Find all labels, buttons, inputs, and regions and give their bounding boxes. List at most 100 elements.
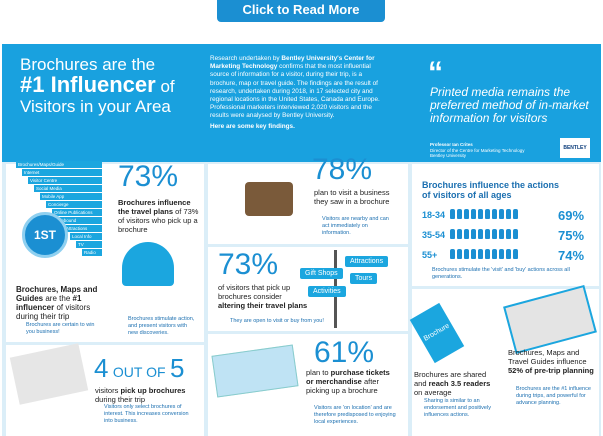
note: Brochures are certain to win you busines… bbox=[26, 322, 95, 335]
person-icon bbox=[450, 229, 455, 239]
age-label: 55+ bbox=[422, 250, 438, 260]
note: They are open to visit or buy from you! bbox=[230, 318, 324, 324]
person-icon bbox=[485, 229, 490, 239]
stat-text: Brochures influence the travel plans of … bbox=[118, 198, 200, 234]
title-line: Brochures are the bbox=[20, 55, 156, 74]
research-text: Research undertaken by Bentley Universit… bbox=[210, 55, 382, 131]
text: Brochures influence the travel plans bbox=[118, 198, 191, 216]
rank-bar: Local Info bbox=[70, 233, 102, 240]
person-icon bbox=[485, 249, 490, 259]
person-icon bbox=[471, 229, 476, 239]
sign: Activities bbox=[308, 286, 346, 297]
person-icon bbox=[478, 249, 483, 259]
person-icon bbox=[450, 209, 455, 219]
quote: Printed media remains the preferred meth… bbox=[430, 85, 589, 125]
people bbox=[450, 246, 558, 264]
badge: 1ST bbox=[22, 212, 68, 258]
stat-text: Brochures are shared and reach 3.5 reade… bbox=[414, 370, 498, 397]
rank-bar: Radio bbox=[82, 249, 102, 256]
person-icon bbox=[492, 249, 497, 259]
ranking-list: Brochures/Maps/Guide Internet Visitor Cent… bbox=[16, 160, 106, 256]
rank-bar: Online Publications bbox=[52, 209, 102, 216]
person-icon bbox=[464, 209, 469, 219]
wallet-icon bbox=[245, 182, 293, 216]
person-icon bbox=[499, 249, 504, 259]
text: plan to bbox=[306, 368, 329, 377]
stat: 61% bbox=[314, 336, 375, 369]
title-bold: #1 Influencer bbox=[20, 72, 156, 97]
text: pick up brochures bbox=[120, 386, 186, 395]
ranking-text: Brochures, Maps and Guides are the #1 in… bbox=[16, 285, 106, 321]
rank-bar: Internet bbox=[22, 169, 102, 176]
note: Brochures are the #1 influence during tr… bbox=[516, 386, 591, 406]
person-icon bbox=[471, 209, 476, 219]
rank-bar: Brochures/Maps/Guide bbox=[16, 161, 102, 168]
person-icon bbox=[471, 249, 476, 259]
age-label: 35-54 bbox=[422, 230, 446, 240]
stat-num: 4 bbox=[94, 353, 109, 383]
ages-title: Brochures influence the actions of visit… bbox=[422, 180, 560, 200]
text: after picking up a brochure bbox=[306, 377, 379, 395]
author-role: Director of the Centre for Marketing Tec… bbox=[430, 147, 525, 159]
text: reach 3.5 readers bbox=[428, 379, 491, 388]
rank-bar: Social Media bbox=[34, 185, 102, 192]
rank-bar: Concierge bbox=[46, 201, 102, 208]
person-icon bbox=[513, 209, 518, 219]
text: of visitors during their trip bbox=[16, 303, 91, 321]
note: Brochures stimulate action, and present … bbox=[128, 316, 195, 336]
note: Sharing is similar to an endorsement and… bbox=[424, 398, 491, 418]
title-word: of bbox=[160, 77, 175, 96]
text: altering their travel plans bbox=[218, 301, 308, 310]
person-icon bbox=[492, 209, 497, 219]
text: 52% of pre-trip planning bbox=[508, 366, 594, 375]
note: Visitors are nearby and can act immediat… bbox=[322, 216, 389, 236]
panel bbox=[208, 164, 408, 244]
stat: 78% bbox=[312, 153, 373, 186]
rank-bar: Mobile App bbox=[40, 193, 102, 200]
text: of 73% of visitors who pick up a brochur… bbox=[118, 207, 199, 234]
text: Research undertaken by bbox=[210, 55, 280, 62]
stat-text: plan to visit a business they saw in a b… bbox=[314, 188, 390, 206]
rank-bar: Inbound bbox=[58, 217, 102, 224]
title: Brochures are the #1 Influencer of Visit… bbox=[20, 55, 210, 117]
stat-text: Brochures, Maps and Travel Guides influe… bbox=[508, 348, 596, 375]
read-more-button[interactable]: Click to Read More bbox=[217, 0, 385, 22]
person-icon bbox=[457, 209, 462, 219]
person-icon bbox=[478, 209, 483, 219]
person-icon bbox=[499, 229, 504, 239]
person-icon bbox=[506, 249, 511, 259]
title-line: #1 Influencer of bbox=[20, 72, 210, 97]
rank-bar: Attractions bbox=[64, 225, 102, 232]
stat-text: of visitors that pick up brochures consi… bbox=[218, 283, 308, 310]
person-icon bbox=[464, 229, 469, 239]
note: Visitors are 'on location' and are there… bbox=[314, 405, 396, 425]
person-icon bbox=[485, 209, 490, 219]
quote-icon: “ bbox=[428, 56, 443, 89]
stat-num: 5 bbox=[170, 353, 185, 383]
person-icon bbox=[457, 249, 462, 259]
person-icon bbox=[506, 229, 511, 239]
person-icon bbox=[506, 209, 511, 219]
head-icon bbox=[122, 242, 174, 286]
title-line: Visitors in your Area bbox=[20, 97, 171, 116]
panel bbox=[412, 164, 599, 286]
stat: 73% bbox=[218, 248, 279, 281]
text: on average bbox=[414, 388, 452, 397]
person-icon bbox=[450, 249, 455, 259]
rank-bar: TV bbox=[76, 241, 102, 248]
person-icon bbox=[464, 249, 469, 259]
text: Bentley University's Center for Marketin… bbox=[210, 55, 375, 71]
age-row: 55+ 74% bbox=[422, 245, 592, 265]
text: purchase tickets or merchandise bbox=[306, 368, 390, 386]
person-icon bbox=[457, 229, 462, 239]
age-pct: 74% bbox=[558, 247, 585, 263]
people bbox=[450, 206, 558, 224]
logo: BENTLEY bbox=[560, 138, 590, 158]
text: of visitors that pick up brochures consi… bbox=[218, 283, 291, 301]
author: Professor Ian Crites bbox=[430, 142, 473, 147]
text: are the bbox=[45, 294, 71, 303]
stat-word: OUT OF bbox=[112, 364, 166, 380]
age-row: 35-54 75% bbox=[422, 225, 592, 245]
stat: 73% bbox=[118, 160, 179, 193]
